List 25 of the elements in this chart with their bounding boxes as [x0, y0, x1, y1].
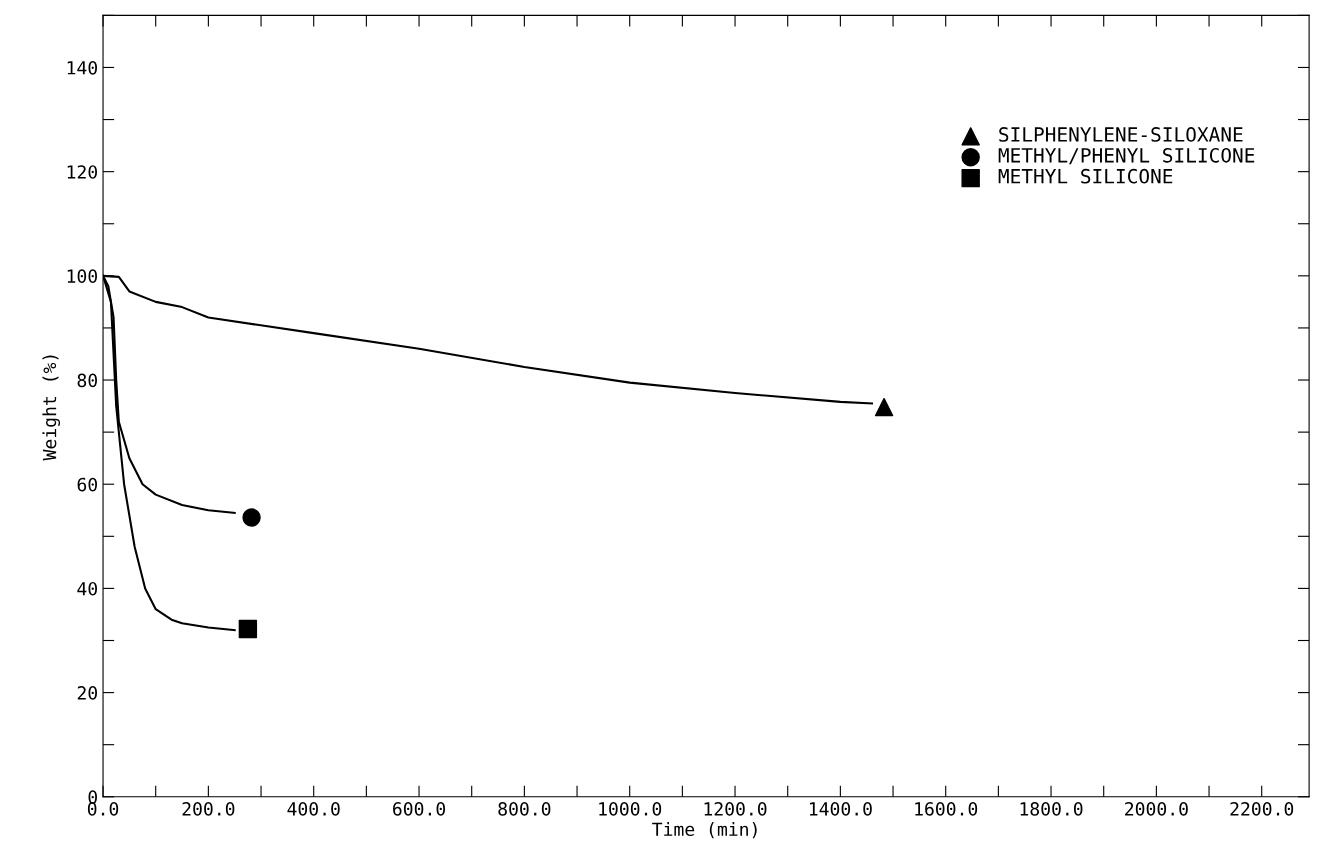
y-tick-label: 0	[88, 790, 98, 804]
y-tick-label: 120	[67, 165, 98, 179]
y-tick-label: 20	[77, 686, 98, 700]
x-tick-label: 0.0	[87, 802, 119, 816]
x-tick-label: 1800.0	[1020, 802, 1083, 816]
x-tick-label: 800.0	[498, 802, 551, 816]
x-tick-label: 400.0	[287, 802, 340, 816]
legend-label: SILPHENYLENE-SILOXANE	[999, 127, 1243, 142]
y-axis-title: Weight (%)	[42, 355, 61, 461]
x-tick-label: 1200.0	[704, 802, 767, 816]
x-tick-label: 600.0	[393, 802, 446, 816]
y-tick-label: 100	[67, 269, 98, 284]
x-tick-label: 1600.0	[915, 802, 978, 816]
x-tick-label: 1400.0	[809, 802, 872, 816]
x-tick-label: 200.0	[182, 802, 235, 816]
legend-label: METHYL/PHENYL SILICONE	[998, 147, 1255, 165]
legend-label: METHYL SILICONE	[998, 168, 1173, 184]
y-tick-label: 80	[77, 373, 98, 388]
x-tick-label: 1000.0	[599, 802, 662, 816]
y-tick-label: 60	[77, 477, 98, 492]
y-tick-label: 40	[77, 581, 98, 596]
y-tick-label: 140	[67, 60, 98, 75]
x-tick-label: 2000.0	[1125, 802, 1188, 816]
x-axis-title: Time (min)	[652, 822, 757, 839]
x-tick-label: 2200.0	[1230, 802, 1294, 816]
